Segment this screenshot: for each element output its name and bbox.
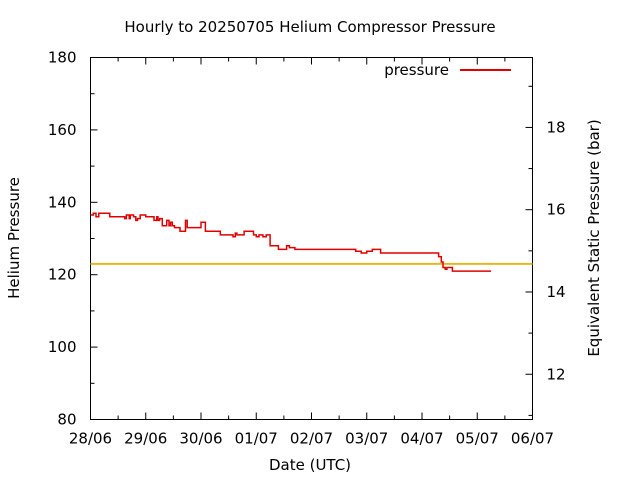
y-tick-label: 180 [48,49,77,67]
x-tick-label: 01/07 [235,430,278,448]
y-tick-label: 100 [48,338,77,356]
y2-tick-label: 16 [547,201,566,219]
series-line-pressure [90,212,492,272]
x-tick-label: 06/07 [511,430,554,448]
series-group [90,212,492,272]
y-axis: 80 100 120 140 160 180 [48,49,98,429]
x-tick-label: 28/06 [69,430,112,448]
x-axis-label: Date (UTC) [269,456,351,474]
y-axis-label: Helium Pressure [5,177,23,299]
y2-axis-label: Equivalent Static Pressure (bar) [585,119,603,356]
y-tick-label: 120 [48,266,77,284]
x-tick-label: 04/07 [400,430,443,448]
x-axis: 28/06 29/06 30/06 01/07 02/07 03/07 04/07 05/07… [69,57,554,448]
legend-label: pressure [384,61,449,79]
y-tick-label: 160 [48,121,77,139]
y2-tick-label: 18 [547,118,566,136]
plot-area: 28/06 29/06 30/06 01/07 02/07 03/07 04/07 05/07… [48,49,566,448]
legend: pressure [384,61,511,79]
y2-tick-label: 12 [547,365,566,383]
x-tick-label: 30/06 [179,430,222,448]
y2-axis: 12 14 16 18 [525,85,566,416]
y-tick-label: 140 [48,193,77,211]
x-tick-label: 03/07 [345,430,388,448]
x-tick-label: 29/06 [124,430,167,448]
x-tick-label: 05/07 [456,430,499,448]
y-tick-label: 80 [57,411,76,429]
y2-tick-label: 14 [547,283,566,301]
x-tick-label: 02/07 [290,430,333,448]
plot-frame [90,57,533,420]
chart-title: Hourly to 20250705 Helium Compressor Pre… [124,18,495,36]
